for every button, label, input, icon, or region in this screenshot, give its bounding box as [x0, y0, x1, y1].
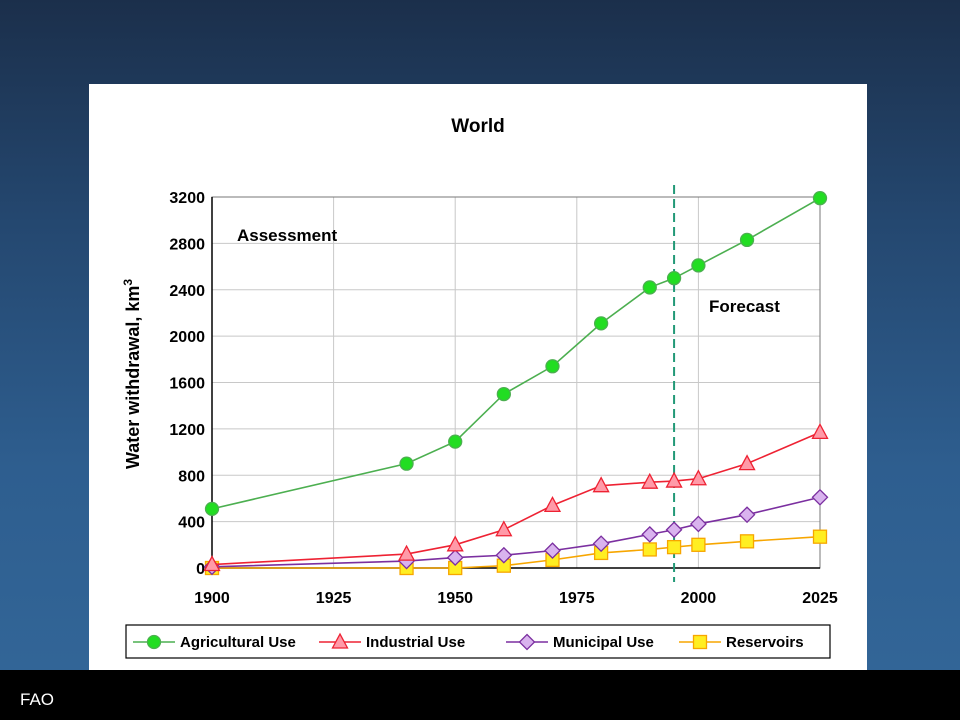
data-point-municipal-use	[738, 506, 756, 524]
forecast-label: Forecast	[709, 297, 780, 316]
data-point-industrial-use	[203, 555, 221, 572]
y-tick-label: 1200	[169, 422, 205, 439]
y-tick-label: 400	[178, 515, 205, 532]
footer-source-label: FAO	[20, 690, 55, 709]
y-tick-label: 800	[178, 468, 205, 485]
data-point-industrial-use	[446, 535, 464, 552]
gridlines	[212, 196, 820, 568]
series-line-reservoirs	[212, 535, 821, 569]
x-tick-label: 1950	[437, 590, 473, 607]
data-point-agricultural-use	[448, 434, 463, 449]
data-point-municipal-use	[544, 542, 561, 560]
legend-label-agricultural-use: Agricultural Use	[180, 634, 296, 651]
legend-label-municipal-use: Municipal Use	[553, 634, 654, 651]
data-point-municipal-use	[495, 546, 513, 564]
data-point-industrial-use	[665, 471, 683, 488]
legend-marker-reservoirs	[692, 634, 708, 650]
data-point-municipal-use	[811, 488, 829, 506]
chart-title: World	[451, 116, 504, 137]
data-point-agricultural-use	[666, 271, 682, 286]
data-point-municipal-use	[665, 521, 683, 539]
data-point-industrial-use	[592, 476, 610, 493]
y-tick-label: 1600	[169, 376, 205, 393]
data-point-municipal-use	[446, 549, 464, 566]
data-point-reservoirs	[666, 539, 682, 555]
legend-entry-municipal-use: Municipal Use	[506, 633, 654, 651]
data-point-agricultural-use	[545, 359, 560, 374]
legend-entry-industrial-use: Industrial Use	[319, 632, 465, 651]
data-point-industrial-use	[495, 520, 513, 537]
y-tick-label: 3200	[169, 190, 205, 207]
series-line-industrial-use	[211, 431, 821, 566]
data-point-agricultural-use	[739, 232, 755, 248]
legend-entry-agricultural-use: Agricultural Use	[133, 634, 296, 651]
y-tick-label: 0	[196, 561, 205, 578]
data-point-industrial-use	[738, 454, 756, 471]
data-point-municipal-use	[641, 525, 659, 543]
data-point-reservoirs	[812, 529, 828, 544]
series-agricultural-use	[204, 191, 828, 517]
legend-marker-agricultural-use	[146, 634, 162, 650]
chart-panel: World 0 400 800 1200 1600 2000 2400 2800 3200 190…	[89, 84, 867, 676]
data-point-industrial-use	[689, 469, 707, 486]
data-point-industrial-use	[397, 544, 416, 561]
y-tick-label: 2000	[169, 329, 205, 346]
data-point-agricultural-use	[642, 280, 657, 295]
data-point-industrial-use	[543, 496, 562, 513]
data-point-reservoirs	[642, 542, 657, 557]
data-point-industrial-use	[811, 422, 829, 440]
y-tick-label: 2800	[169, 236, 205, 253]
legend-entry-reservoirs: Reservoirs	[679, 634, 804, 651]
y-axis-label-text: Water withdrawal, km	[123, 286, 143, 469]
data-point-industrial-use	[641, 472, 659, 489]
legend-label-industrial-use: Industrial Use	[366, 634, 465, 651]
x-tick-label: 1975	[559, 590, 595, 607]
y-tick-label: 2400	[169, 283, 205, 300]
legend-marker-municipal-use	[518, 633, 536, 651]
x-tick-label: 2025	[802, 590, 838, 607]
data-point-municipal-use	[689, 515, 707, 533]
data-point-municipal-use	[592, 535, 610, 553]
data-point-reservoirs	[691, 537, 706, 552]
y-axis-label: Water withdrawal, km3	[121, 279, 143, 469]
series-municipal-use	[203, 488, 829, 576]
y-axis-label-superscript: 3	[121, 279, 135, 286]
footer-bar: FAO	[0, 670, 960, 720]
series-line-municipal-use	[211, 496, 821, 568]
x-tick-label: 1900	[194, 590, 230, 607]
legend-marker-industrial-use	[331, 632, 349, 649]
legend-label-reservoirs: Reservoirs	[726, 634, 804, 651]
x-tick-label: 1925	[316, 590, 352, 607]
data-point-agricultural-use	[812, 191, 828, 206]
data-point-agricultural-use	[593, 316, 609, 331]
data-point-agricultural-use	[204, 501, 220, 517]
series-group	[203, 191, 829, 576]
data-point-reservoirs	[739, 534, 755, 549]
line-chart: World 0 400 800 1200 1600 2000 2400 2800 3200 190…	[121, 116, 838, 659]
legend: Agricultural Use Industrial Use Municipal …	[125, 624, 831, 659]
series-industrial-use	[203, 422, 829, 572]
assessment-label: Assessment	[237, 226, 338, 245]
data-point-agricultural-use	[399, 456, 414, 471]
data-point-agricultural-use	[496, 386, 511, 402]
x-tick-label: 2000	[681, 590, 717, 607]
data-point-agricultural-use	[691, 258, 706, 273]
